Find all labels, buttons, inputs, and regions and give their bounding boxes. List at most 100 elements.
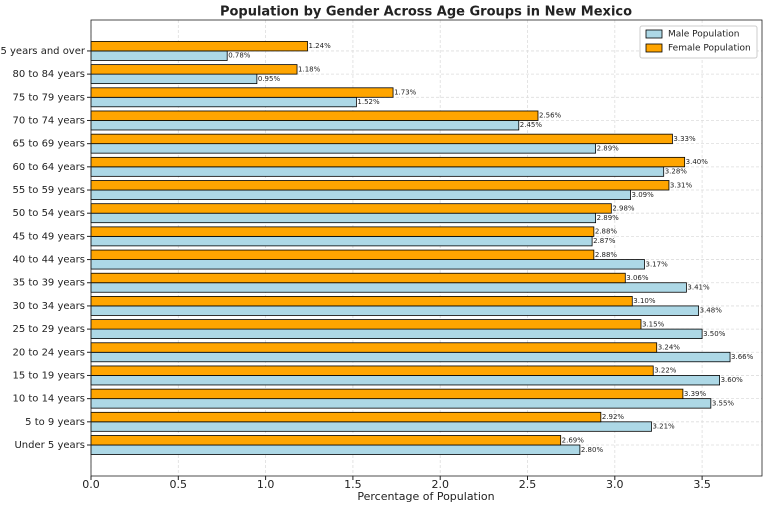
bar [90, 133, 673, 145]
y-tick-label: 5 to 9 years [25, 417, 85, 428]
legend-swatch [645, 43, 663, 53]
bar [90, 435, 562, 446]
value-label: 3.40% [686, 158, 709, 166]
bar [90, 235, 593, 247]
bar [90, 282, 687, 293]
bar [90, 203, 612, 214]
value-label: 3.39% [684, 390, 707, 398]
bar [90, 388, 684, 400]
value-label: 3.22% [654, 367, 677, 375]
value-label: 3.55% [712, 399, 735, 407]
bar [90, 226, 595, 237]
axes-frame [90, 19, 763, 477]
y-tick-label: Under 5 years [14, 440, 85, 451]
legend-label: Female Population [668, 44, 751, 54]
chart-title: Population by Gender Across Age Groups i… [220, 5, 632, 20]
value-label: 3.24% [658, 344, 681, 352]
value-label: 2.45% [520, 121, 543, 129]
y-tick-label: 65 to 69 years [12, 139, 85, 150]
bar [90, 398, 712, 409]
bar [90, 249, 595, 260]
bar [90, 351, 731, 363]
y-tick-label: 30 to 34 years [12, 301, 85, 312]
legend-box [639, 25, 758, 59]
y-tick-label: 15 to 19 years [12, 370, 85, 381]
bar [90, 166, 665, 177]
x-tick-label: 0.0 [82, 478, 100, 491]
y-tick-label: 25 to 29 years [12, 324, 85, 335]
x-axis-label: Percentage of Population [357, 490, 494, 503]
bar [90, 73, 258, 85]
value-label: 2.98% [612, 204, 635, 212]
value-label: 2.80% [581, 446, 604, 454]
value-label: 2.87% [593, 237, 616, 245]
value-label: 1.73% [394, 89, 417, 97]
value-label: 3.15% [642, 320, 665, 328]
bar [90, 259, 645, 270]
bar [90, 411, 602, 423]
bar [90, 319, 642, 330]
bar [90, 41, 308, 52]
bar [90, 180, 670, 191]
value-label: 3.17% [645, 260, 668, 268]
bar [90, 50, 228, 61]
bar [90, 328, 703, 340]
y-tick-label: 60 to 64 years [12, 162, 85, 173]
x-tick-label: 3.5 [693, 478, 711, 491]
value-label: 1.24% [309, 42, 332, 50]
value-label: 3.10% [633, 297, 656, 305]
bar [90, 375, 720, 386]
x-tick-label: 3.0 [606, 478, 624, 491]
bar [90, 296, 633, 307]
bar [90, 272, 626, 284]
value-label: 3.06% [626, 274, 649, 282]
x-tick-label: 2.5 [519, 478, 537, 491]
y-tick-label: 45 to 49 years [12, 231, 85, 242]
value-label: 2.56% [539, 112, 562, 120]
bar [90, 64, 298, 75]
bar [90, 87, 394, 98]
bar [90, 212, 597, 224]
bar [90, 365, 654, 376]
y-tick-label: 35 to 39 years [12, 278, 85, 289]
bar [90, 444, 581, 455]
value-label: 3.41% [687, 283, 710, 291]
value-label: 0.78% [228, 52, 251, 60]
value-label: 3.60% [721, 376, 744, 384]
bar [90, 156, 686, 168]
x-tick-label: 1.0 [257, 478, 275, 491]
bar [90, 96, 357, 108]
value-label: 2.88% [595, 228, 618, 236]
y-tick-label: 70 to 74 years [12, 115, 85, 126]
y-tick-label: 10 to 14 years [12, 394, 85, 405]
y-tick-label: 80 to 84 years [12, 69, 85, 80]
y-tick-label: 50 to 54 years [12, 208, 85, 219]
bar [90, 143, 597, 154]
x-tick-label: 2.0 [431, 478, 449, 491]
x-tick-label: 1.5 [344, 478, 362, 491]
y-tick-label: 40 to 44 years [12, 255, 85, 266]
value-label: 3.21% [652, 423, 675, 431]
legend-label: Male Population [668, 30, 739, 40]
value-label: 3.33% [673, 135, 696, 143]
bar [90, 110, 539, 121]
value-label: 3.66% [731, 353, 754, 361]
value-label: 3.48% [700, 307, 723, 315]
x-tick-label: 0.5 [170, 478, 188, 491]
y-tick-label: 85 years and over [0, 46, 86, 57]
value-label: 0.95% [258, 75, 281, 83]
legend-swatch [645, 29, 663, 39]
value-label: 1.52% [357, 98, 380, 106]
value-label: 2.92% [602, 413, 625, 421]
value-label: 2.89% [597, 214, 620, 222]
y-tick-label: 20 to 24 years [12, 347, 85, 358]
value-label: 3.31% [670, 181, 693, 189]
value-label: 3.50% [703, 330, 726, 338]
y-tick-label: 75 to 79 years [12, 92, 85, 103]
value-label: 2.88% [595, 251, 618, 259]
value-label: 3.09% [632, 191, 655, 199]
value-label: 1.18% [298, 65, 321, 73]
value-label: 2.69% [562, 436, 585, 444]
